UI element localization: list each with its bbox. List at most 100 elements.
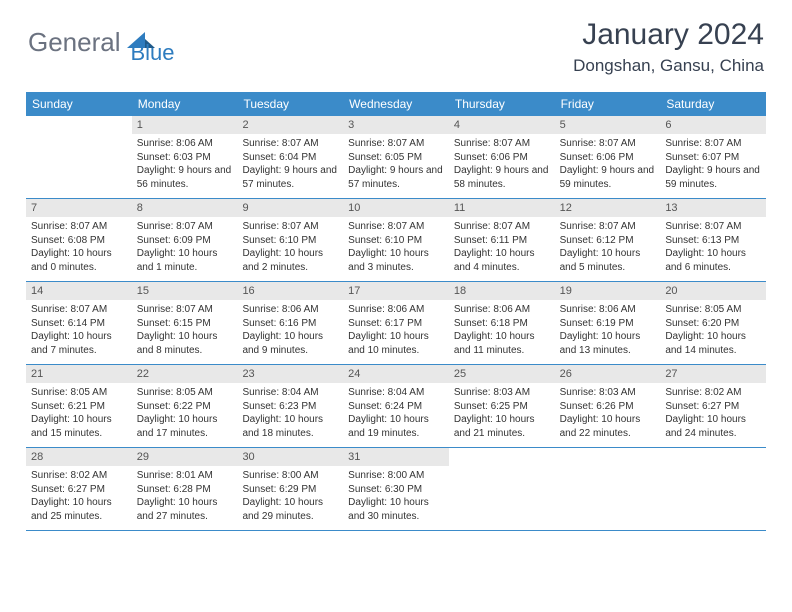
sunset-text: Sunset: 6:21 PM	[31, 400, 127, 414]
daylight-text: Daylight: 9 hours and 59 minutes.	[560, 164, 656, 191]
day-cell: 16Sunrise: 8:06 AMSunset: 6:16 PMDayligh…	[237, 282, 343, 364]
daylight-text: Daylight: 10 hours and 2 minutes.	[242, 247, 338, 274]
day-cell: 2Sunrise: 8:07 AMSunset: 6:04 PMDaylight…	[237, 116, 343, 198]
day-cell: 28Sunrise: 8:02 AMSunset: 6:27 PMDayligh…	[26, 448, 132, 530]
day-body: Sunrise: 8:07 AMSunset: 6:10 PMDaylight:…	[343, 217, 449, 279]
day-number: 25	[449, 365, 555, 383]
calendar-week-row: 28Sunrise: 8:02 AMSunset: 6:27 PMDayligh…	[26, 448, 766, 531]
sunrise-text: Sunrise: 8:07 AM	[348, 137, 444, 151]
day-number: 2	[237, 116, 343, 134]
daylight-text: Daylight: 10 hours and 15 minutes.	[31, 413, 127, 440]
daylight-text: Daylight: 10 hours and 22 minutes.	[560, 413, 656, 440]
daylight-text: Daylight: 10 hours and 13 minutes.	[560, 330, 656, 357]
day-number: 14	[26, 282, 132, 300]
day-cell: 3 Sunrise: 8:07 AMSunset: 6:05 PMDaylight…	[343, 116, 449, 198]
day-cell: 12Sunrise: 8:07 AMSunset: 6:12 PMDayligh…	[555, 199, 661, 281]
day-body: Sunrise: 8:01 AMSunset: 6:28 PMDaylight:…	[132, 466, 238, 528]
sunset-text: Sunset: 6:18 PM	[454, 317, 550, 331]
daylight-text: Daylight: 10 hours and 9 minutes.	[242, 330, 338, 357]
sunrise-text: Sunrise: 8:07 AM	[31, 303, 127, 317]
day-body: Sunrise: 8:03 AMSunset: 6:26 PMDaylight:…	[555, 383, 661, 445]
sunrise-text: Sunrise: 8:04 AM	[348, 386, 444, 400]
day-cell: 24Sunrise: 8:04 AMSunset: 6:24 PMDayligh…	[343, 365, 449, 447]
day-number: 1	[132, 116, 238, 134]
sunset-text: Sunset: 6:05 PM	[348, 151, 444, 165]
day-body: Sunrise: 8:06 AMSunset: 6:18 PMDaylight:…	[449, 300, 555, 362]
day-cell: 17Sunrise: 8:06 AMSunset: 6:17 PMDayligh…	[343, 282, 449, 364]
day-number: 31	[343, 448, 449, 466]
day-number: 27	[660, 365, 766, 383]
weekday-header-row: Sunday Monday Tuesday Wednesday Thursday…	[26, 92, 766, 116]
day-cell: 22Sunrise: 8:05 AMSunset: 6:22 PMDayligh…	[132, 365, 238, 447]
weekday-header: Thursday	[449, 92, 555, 116]
weekday-header: Wednesday	[343, 92, 449, 116]
day-body: Sunrise: 8:06 AMSunset: 6:16 PMDaylight:…	[237, 300, 343, 362]
calendar-weeks: 1Sunrise: 8:06 AMSunset: 6:03 PMDaylight…	[26, 116, 766, 531]
day-cell: 13Sunrise: 8:07 AMSunset: 6:13 PMDayligh…	[660, 199, 766, 281]
sunset-text: Sunset: 6:06 PM	[560, 151, 656, 165]
sunset-text: Sunset: 6:30 PM	[348, 483, 444, 497]
day-number: 16	[237, 282, 343, 300]
sunset-text: Sunset: 6:16 PM	[242, 317, 338, 331]
daylight-text: Daylight: 10 hours and 19 minutes.	[348, 413, 444, 440]
day-number: 10	[343, 199, 449, 217]
daylight-text: Daylight: 10 hours and 27 minutes.	[137, 496, 233, 523]
logo: General Blue	[28, 18, 175, 66]
day-cell: 27Sunrise: 8:02 AMSunset: 6:27 PMDayligh…	[660, 365, 766, 447]
sunrise-text: Sunrise: 8:07 AM	[137, 303, 233, 317]
daylight-text: Daylight: 9 hours and 57 minutes.	[242, 164, 338, 191]
day-number: 24	[343, 365, 449, 383]
day-cell: 29Sunrise: 8:01 AMSunset: 6:28 PMDayligh…	[132, 448, 238, 530]
daylight-text: Daylight: 9 hours and 57 minutes.	[348, 164, 444, 191]
day-number: 15	[132, 282, 238, 300]
daylight-text: Daylight: 10 hours and 14 minutes.	[665, 330, 761, 357]
sunrise-text: Sunrise: 8:03 AM	[454, 386, 550, 400]
day-cell: 5Sunrise: 8:07 AMSunset: 6:06 PMDaylight…	[555, 116, 661, 198]
logo-text-blue: Blue	[131, 40, 175, 66]
day-number: 3	[343, 116, 449, 134]
day-body: Sunrise: 8:07 AMSunset: 6:06 PMDaylight:…	[449, 134, 555, 196]
weekday-header: Saturday	[660, 92, 766, 116]
sunrise-text: Sunrise: 8:06 AM	[454, 303, 550, 317]
sunset-text: Sunset: 6:08 PM	[31, 234, 127, 248]
sunset-text: Sunset: 6:04 PM	[242, 151, 338, 165]
sunset-text: Sunset: 6:19 PM	[560, 317, 656, 331]
day-body: Sunrise: 8:05 AMSunset: 6:21 PMDaylight:…	[26, 383, 132, 445]
day-body: Sunrise: 8:07 AMSunset: 6:13 PMDaylight:…	[660, 217, 766, 279]
weekday-header: Tuesday	[237, 92, 343, 116]
day-cell: 30Sunrise: 8:00 AMSunset: 6:29 PMDayligh…	[237, 448, 343, 530]
day-number: 28	[26, 448, 132, 466]
day-cell: 9Sunrise: 8:07 AMSunset: 6:10 PMDaylight…	[237, 199, 343, 281]
sunrise-text: Sunrise: 8:00 AM	[348, 469, 444, 483]
day-number: 17	[343, 282, 449, 300]
day-number: 12	[555, 199, 661, 217]
day-cell: 20Sunrise: 8:05 AMSunset: 6:20 PMDayligh…	[660, 282, 766, 364]
sunset-text: Sunset: 6:06 PM	[454, 151, 550, 165]
calendar-week-row: 7 Sunrise: 8:07 AM Sunset: 6:08 PM Daylight…	[26, 199, 766, 282]
day-number: 7	[26, 199, 132, 217]
daylight-text: Daylight: 10 hours and 1 minute.	[137, 247, 233, 274]
sunrise-text: Sunrise: 8:07 AM	[242, 220, 338, 234]
sunrise-text: Sunrise: 8:07 AM	[137, 220, 233, 234]
day-body: Sunrise: 8:05 AMSunset: 6:22 PMDaylight:…	[132, 383, 238, 445]
day-number: 18	[449, 282, 555, 300]
day-number: 8	[132, 199, 238, 217]
day-number: 21	[26, 365, 132, 383]
day-number: 5	[555, 116, 661, 134]
sunset-text: Sunset: 6:14 PM	[31, 317, 127, 331]
calendar-week-row: 14Sunrise: 8:07 AMSunset: 6:14 PMDayligh…	[26, 282, 766, 365]
sunset-text: Sunset: 6:10 PM	[348, 234, 444, 248]
sunrise-text: Sunrise: 8:06 AM	[137, 137, 233, 151]
daylight-text: Daylight: 10 hours and 29 minutes.	[242, 496, 338, 523]
day-cell: 10Sunrise: 8:07 AMSunset: 6:10 PMDayligh…	[343, 199, 449, 281]
day-number: 11	[449, 199, 555, 217]
day-cell: 14Sunrise: 8:07 AMSunset: 6:14 PMDayligh…	[26, 282, 132, 364]
day-body: Sunrise: 8:07 AMSunset: 6:07 PMDaylight:…	[660, 134, 766, 196]
day-number: 26	[555, 365, 661, 383]
sunrise-text: Sunrise: 8:00 AM	[242, 469, 338, 483]
day-cell: 25Sunrise: 8:03 AMSunset: 6:25 PMDayligh…	[449, 365, 555, 447]
sunrise-text: Sunrise: 8:07 AM	[560, 220, 656, 234]
day-body: Sunrise: 8:07 AMSunset: 6:06 PMDaylight:…	[555, 134, 661, 196]
day-body: Sunrise: 8:02 AMSunset: 6:27 PMDaylight:…	[660, 383, 766, 445]
sunrise-text: Sunrise: 8:07 AM	[665, 220, 761, 234]
